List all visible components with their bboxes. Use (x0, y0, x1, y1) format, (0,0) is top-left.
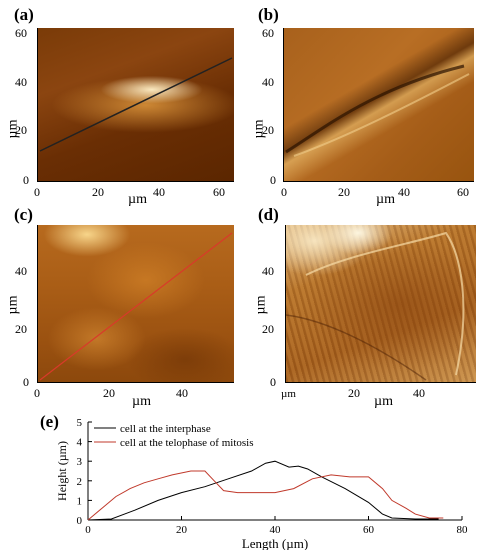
x-tick-label: 20 (176, 524, 188, 536)
panel-e-label: (e) (40, 412, 59, 431)
y-tick-b: 60 (262, 26, 274, 40)
y-tick-a: 40 (15, 75, 27, 89)
y-tick-label: 5 (77, 417, 83, 429)
y-axis-title: Height (µm) (55, 441, 69, 501)
panel-b-label: (b) (258, 5, 279, 24)
y-axis-d (285, 225, 286, 383)
x-tick-b: 0 (281, 185, 287, 199)
y-tick-c: 20 (15, 322, 27, 336)
y-axis-title-b: µm (251, 119, 267, 139)
y-tick-b: 40 (262, 75, 274, 89)
x-tick-a: 60 (213, 185, 225, 199)
x-tick-a: 20 (92, 185, 104, 199)
x-tick-b: 20 (338, 185, 350, 199)
x-tick-d: 20 (348, 386, 360, 400)
y-axis-a (37, 28, 38, 182)
x-axis-title-b: µm (376, 192, 395, 207)
x-tick-label: 60 (363, 524, 375, 536)
y-tick-label: 2 (77, 476, 83, 488)
x-tick-c: 0 (34, 386, 40, 400)
afm-height-image-a (38, 28, 234, 182)
y-axis-b (283, 28, 284, 182)
x-tick-a: 40 (153, 185, 165, 199)
y-tick-d: 40 (262, 264, 274, 278)
y-tick-a: 60 (15, 26, 27, 40)
x-tick-d: 40 (413, 386, 425, 400)
y-axis-title-d: µm (253, 295, 269, 315)
panel-a-label: (a) (14, 5, 34, 24)
afm-deflection-image-b (284, 28, 474, 182)
panel-d-label: (d) (258, 205, 279, 224)
y-axis-title-c: µm (5, 295, 21, 315)
y-tick-label: 3 (77, 456, 83, 468)
y-tick-a: 0 (23, 173, 29, 187)
legend-label-2: cell at the telophase of mitosis (120, 437, 254, 449)
y-tick-b: 20 (262, 123, 274, 137)
y-tick-b: 0 (270, 173, 276, 187)
y-tick-d: 0 (270, 375, 276, 389)
x-axis-c (37, 382, 234, 383)
x-axis-title: Length (µm) (242, 536, 308, 550)
y-axis-c (37, 225, 38, 383)
profile-line-c (39, 232, 233, 381)
series-line-2 (87, 470, 444, 521)
y-tick-label: 1 (77, 495, 83, 507)
height-profile-chart: 0 1 2 3 4 5 0 20 40 60 80 Length (µm) Height (µm) cel… (0, 410, 488, 550)
x-axis-title-d: µm (374, 394, 393, 409)
panel-c-label: (c) (14, 205, 33, 224)
series-line-1 (87, 460, 439, 521)
y-tick-label: 4 (77, 437, 83, 449)
height-profile-svg: 0 1 2 3 4 5 0 20 40 60 80 Length (µm) Height (µm) cel… (55, 417, 469, 550)
x-tick-label: 0 (85, 524, 91, 536)
x-axis-title-c: µm (132, 394, 151, 409)
x-axis-title-a: µm (128, 192, 147, 207)
cell-edge-b (285, 64, 470, 157)
x-tick-label: 80 (457, 524, 469, 536)
x-axis-a (37, 181, 234, 182)
cell-edge-d (286, 231, 465, 381)
x-tick-b: 60 (457, 185, 469, 199)
y-tick-c: 40 (15, 264, 27, 278)
y-tick-d: 20 (262, 322, 274, 336)
x-axis-unit-d: µm (281, 388, 296, 400)
y-tick-c: 0 (23, 375, 29, 389)
x-axis-b (283, 181, 474, 182)
profile-line-a (39, 57, 233, 152)
legend-label-1: cell at the interphase (120, 423, 211, 435)
x-tick-label: 40 (270, 524, 282, 536)
x-axis-d (285, 382, 476, 383)
afm-deflection-image-d (286, 225, 476, 383)
x-tick-b: 40 (398, 185, 410, 199)
y-axis-title-a: µm (5, 119, 21, 139)
afm-height-image-c (38, 225, 234, 383)
y-tick-label: 0 (77, 515, 83, 527)
x-tick-c: 20 (103, 386, 115, 400)
x-tick-a: 0 (34, 185, 40, 199)
x-tick-c: 40 (176, 386, 188, 400)
y-tick-a: 20 (15, 123, 27, 137)
